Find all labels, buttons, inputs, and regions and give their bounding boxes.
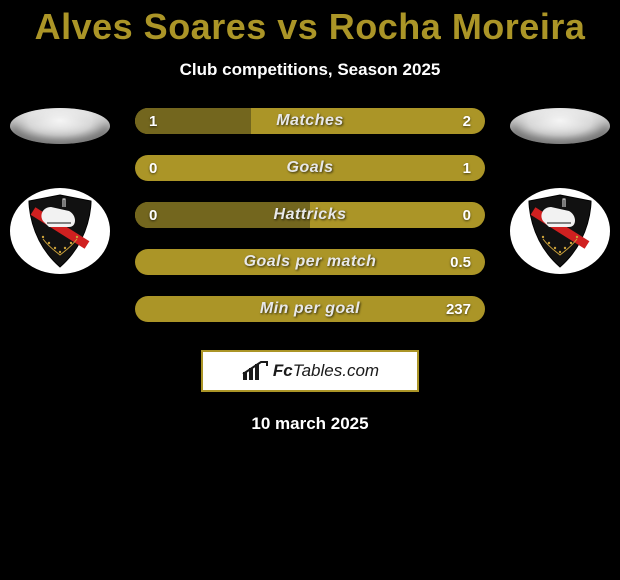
stat-label: Hattricks	[274, 206, 347, 224]
stat-value-right: 0	[463, 207, 471, 224]
stat-row: 1 Matches 2	[135, 108, 485, 134]
stat-rows: 1 Matches 2 0 Goals 1 0 Hattricks 0 Goals per mat…	[135, 108, 485, 322]
player-avatar-right	[510, 108, 610, 144]
stat-value-left: 0	[149, 160, 157, 177]
main-area: 1 Matches 2 0 Goals 1 0 Hattricks 0 Goals per mat…	[0, 108, 620, 434]
brand-suffix: Tables.com	[293, 361, 379, 380]
shield-icon	[525, 193, 595, 269]
stat-value-right: 2	[463, 113, 471, 130]
stat-row: 0 Hattricks 0	[135, 202, 485, 228]
club-badge-left	[10, 188, 110, 274]
shield-icon	[25, 193, 95, 269]
brand-text: FcTables.com	[273, 361, 379, 381]
stat-row: Min per goal 237	[135, 296, 485, 322]
stat-label: Goals	[287, 159, 334, 177]
player-right-column	[510, 108, 610, 274]
stat-value-right: 1	[463, 160, 471, 177]
chart-icon	[241, 360, 269, 382]
stat-value-left: 1	[149, 113, 157, 130]
comparison-card: Alves Soares vs Rocha Moreira Club compe…	[0, 0, 620, 580]
stat-value-right: 0.5	[450, 254, 471, 271]
player-left-column	[10, 108, 110, 274]
player-avatar-left	[10, 108, 110, 144]
page-subtitle: Club competitions, Season 2025	[0, 60, 620, 80]
stat-row: 0 Goals 1	[135, 155, 485, 181]
stat-label: Min per goal	[260, 300, 360, 318]
date-text: 10 march 2025	[0, 414, 620, 434]
club-badge-right	[510, 188, 610, 274]
stat-label: Matches	[276, 112, 344, 130]
brand-prefix: Fc	[273, 361, 293, 380]
page-title: Alves Soares vs Rocha Moreira	[0, 0, 620, 48]
stat-value-left: 0	[149, 207, 157, 224]
brand-box[interactable]: FcTables.com	[201, 350, 419, 392]
stat-value-right: 237	[446, 301, 471, 318]
stat-label: Goals per match	[244, 253, 377, 271]
stat-row: Goals per match 0.5	[135, 249, 485, 275]
